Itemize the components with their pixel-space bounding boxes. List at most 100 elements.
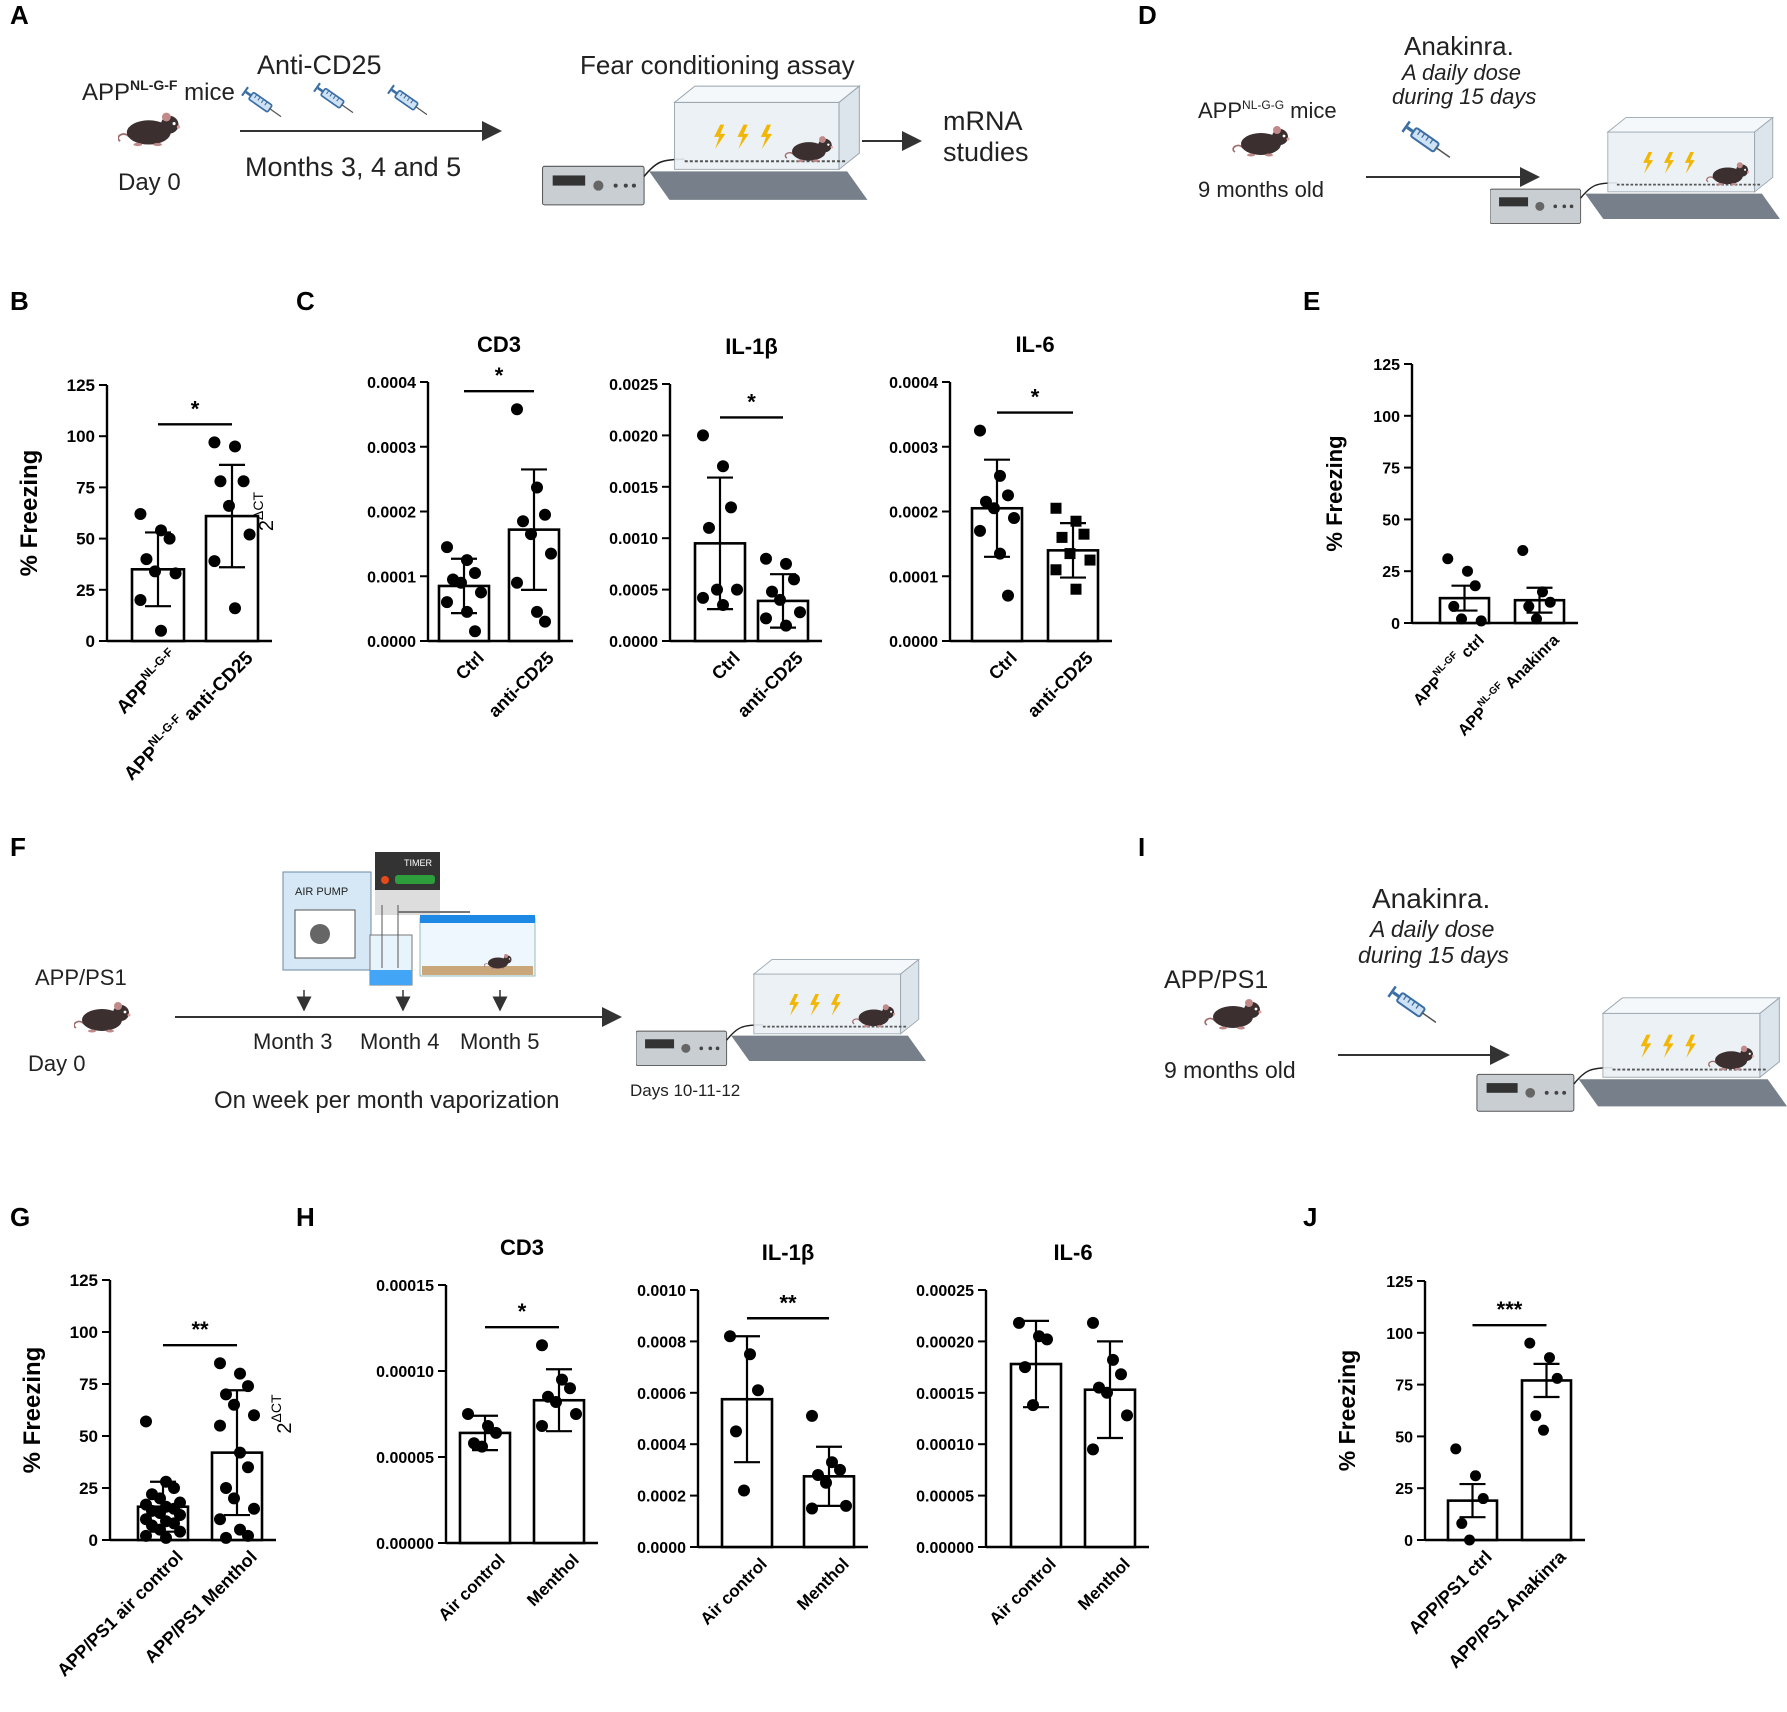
chart-c-cd3: 0.0000 0.0001 0.0002 0.0003 0.0004 2ΔCT CD3 Ctr…	[250, 332, 573, 721]
chart-b-data-point	[149, 565, 161, 578]
mouse-icon	[1204, 998, 1263, 1031]
chart-b-data-point	[229, 440, 241, 453]
chart-h-il6: 0.00000 0.00005 0.00010 0.00015 0.00020 0.000…	[916, 1240, 1149, 1629]
chart-j-data-point	[1544, 1352, 1555, 1364]
chart-e-data-point	[1523, 600, 1535, 612]
chart-c2-data-point	[731, 583, 743, 596]
chart-h3-data-point	[1013, 1316, 1025, 1329]
chart-h3-category-label: Air control	[986, 1554, 1060, 1628]
schematic-a-day0: Day 0	[118, 169, 181, 196]
schematic-d-mice: APPNL-G-G mice	[1198, 98, 1337, 123]
chart-h2-y-tick-label: 0.0004	[637, 1437, 686, 1454]
chart-h1-data-point	[536, 1339, 548, 1352]
chart-h1-data-point	[550, 1395, 562, 1408]
chart-g-data-point	[220, 1482, 232, 1494]
panel-letter-F: F	[10, 832, 26, 862]
chart-c2-data-point	[780, 619, 792, 632]
chart-b-data-point	[155, 624, 167, 637]
chart-e-category-label-base: APP	[1455, 704, 1491, 740]
chart-h1-data-point	[476, 1440, 488, 1453]
chart-h1-data-point	[556, 1373, 568, 1386]
chart-c2-data-point	[717, 599, 729, 612]
chart-c2-y-tick-label: 0.0020	[609, 428, 658, 445]
chart-c2-data-point	[725, 501, 737, 514]
syringe-icon	[1400, 120, 1456, 164]
schematic-i-age: 9 months old	[1164, 1057, 1296, 1083]
schematic-d-drug: Anakinra.	[1404, 31, 1514, 61]
chart-j-y-tick-label: 100	[1386, 1326, 1413, 1343]
schematic-f-air-pump: AIR PUMP	[295, 886, 348, 898]
schematic-a-mrna-2: studies	[943, 137, 1029, 167]
chart-h1-title: CD3	[500, 1235, 544, 1260]
schematic-i-dose-1: A daily dose	[1368, 916, 1494, 942]
chart-c3-y-tick-label: 0.0004	[889, 375, 938, 392]
chart-c3-y-tick-label: 0.0000	[889, 634, 938, 651]
schematic-f-mice: APP/PS1	[35, 965, 127, 990]
chart-c1-data-point	[517, 515, 529, 528]
chart-h2-data-point	[826, 1456, 838, 1469]
chart-g-data-point	[228, 1398, 240, 1411]
chart-c1-data-point	[531, 481, 543, 494]
fear-conditioning-apparatus-icon	[636, 960, 926, 1066]
chart-j-data-point	[1464, 1534, 1475, 1546]
chart-c3-data-point	[1008, 511, 1020, 524]
chart-h2-category-label: Air control	[697, 1554, 771, 1628]
chart-c1-data-point	[539, 508, 551, 521]
chart-e-y-tick-label: 0	[1391, 616, 1400, 633]
syringe-icon	[386, 84, 432, 120]
chart-c1-data-point	[441, 596, 453, 609]
chart-b-data-point	[229, 602, 241, 615]
schematic-f-days: Days 10-11-12	[630, 1081, 740, 1100]
chart-c3-title: IL-6	[1015, 332, 1054, 357]
chart-c3-category-label: Ctrl	[985, 648, 1021, 684]
chart-g-data-point	[220, 1388, 232, 1401]
chart-j-bar	[1520, 1379, 1573, 1542]
chart-b-y-axis-label: % Freezing	[16, 450, 43, 577]
chart-c3-data-point	[994, 469, 1006, 482]
chart-b-y-tick-label: 50	[76, 530, 95, 549]
chart-c2-data-point	[760, 612, 772, 625]
chart-e-category-label-base: APP	[1410, 674, 1446, 710]
chart-h2-data-point	[744, 1348, 756, 1361]
chart-h2-data-point	[806, 1502, 818, 1515]
schematic-a-mrna-1: mRNA	[943, 106, 1023, 136]
chart-c1-significance-label: *	[495, 363, 504, 388]
chart-j-significance-label: ***	[1497, 1297, 1523, 1322]
mouse-icon	[74, 1001, 132, 1034]
chart-g-significance-label: **	[191, 1317, 209, 1342]
chart-c1-data-point	[461, 554, 473, 567]
chart-c1-data-point	[469, 625, 481, 638]
schematic-i: Anakinra. A daily dose during 15 days AP…	[1164, 883, 1787, 1111]
chart-h2-data-point	[738, 1484, 750, 1497]
chart-c2-y-tick-label: 0.0025	[609, 377, 658, 394]
chart-b-data-point	[243, 528, 256, 541]
schematic-f-timer: TIMER	[404, 858, 432, 868]
chart-g-data-point	[242, 1380, 254, 1393]
chart-h1-y-tick-label: 0.00010	[376, 1364, 434, 1381]
chart-h3-data-point	[1121, 1409, 1133, 1422]
chart-h1-y-axis-label-exp: ΔCT	[268, 1394, 284, 1422]
chart-c1-title: CD3	[477, 332, 521, 357]
panel-letter-E: E	[1303, 286, 1320, 316]
chart-g-data-point	[174, 1525, 186, 1538]
chart-h1-data-point	[482, 1420, 494, 1433]
chart-c-il1b: 0.0000 0.0005 0.0010 0.0015 0.0020 0.0025 IL-1…	[609, 334, 822, 721]
chart-b-data-point	[163, 532, 176, 545]
chart-e-category-label-rest: Anakinra	[1500, 632, 1563, 695]
chart-e-category-label: APPNL-GF ctrl	[1408, 629, 1488, 709]
schematic-a-treatment: Anti-CD25	[257, 50, 382, 80]
chart-j-y-axis-label: % Freezing	[1334, 1350, 1360, 1471]
chart-c3-data-point	[1084, 554, 1096, 566]
chart-e-category-label-rest: ctrl	[1455, 632, 1488, 665]
chart-g-y-tick-label: 50	[79, 1427, 98, 1446]
chart-c1-y-tick-label: 0.0004	[367, 375, 416, 392]
schematic-a-months: Months 3, 4 and 5	[245, 152, 461, 182]
chart-c2-data-point	[794, 606, 806, 619]
schematic-d: Anakinra. A daily dose during 15 days AP…	[1198, 31, 1780, 224]
chart-c3-data-point	[1002, 589, 1014, 602]
syringe-icon	[312, 82, 358, 118]
chart-b-y-tick-label: 100	[67, 427, 95, 446]
chart-g-data-point	[220, 1531, 232, 1544]
chart-h2-title: IL-1β	[762, 1240, 815, 1265]
